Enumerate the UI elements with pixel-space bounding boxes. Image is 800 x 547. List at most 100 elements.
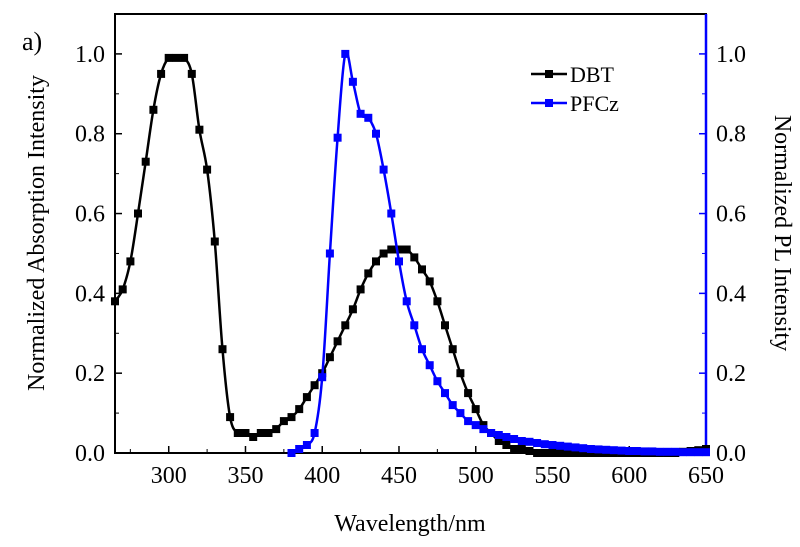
- data-point-dbt: [494, 437, 503, 445]
- data-point-pfcz: [333, 133, 342, 142]
- data-point-pfcz: [571, 443, 580, 452]
- data-point-dbt: [141, 157, 150, 166]
- data-point-pfcz: [433, 377, 442, 386]
- data-point-dbt: [187, 69, 196, 78]
- data-point-dbt: [471, 405, 480, 414]
- data-point-dbt: [372, 257, 380, 266]
- x-tick-label: 550: [534, 463, 570, 489]
- y-tick-label-right: 0.2: [716, 361, 746, 387]
- data-point-dbt: [249, 433, 258, 441]
- data-point-pfcz: [341, 49, 350, 58]
- data-point-dbt: [134, 209, 142, 218]
- data-point-dbt: [433, 297, 442, 306]
- data-point-pfcz: [456, 409, 465, 418]
- y-tick-label-right: 0.6: [716, 202, 746, 228]
- data-point-pfcz: [487, 429, 496, 437]
- data-point-pfcz: [625, 447, 634, 455]
- x-tick-label: 450: [381, 463, 417, 489]
- data-point-dbt: [517, 445, 526, 453]
- data-point-dbt: [571, 449, 580, 457]
- data-point-dbt: [256, 429, 265, 437]
- panel-label: a): [22, 27, 42, 56]
- data-point-dbt: [410, 253, 419, 262]
- data-point-pfcz: [441, 389, 449, 398]
- data-point-dbt: [341, 321, 350, 330]
- data-point-pfcz: [348, 77, 357, 86]
- data-point-dbt: [356, 285, 365, 294]
- legend-label-dbt: DBT: [570, 62, 615, 87]
- series-line-pfcz: [290, 50, 706, 455]
- data-point-pfcz: [640, 447, 649, 456]
- data-point-pfcz: [471, 421, 480, 430]
- data-point-pfcz: [694, 448, 703, 457]
- x-tick-label: 500: [458, 463, 494, 489]
- data-point-dbt: [364, 269, 373, 278]
- data-point-dbt: [502, 441, 511, 449]
- data-point-dbt: [195, 125, 204, 134]
- data-point-pfcz: [525, 437, 534, 446]
- data-point-dbt: [172, 53, 181, 62]
- data-point-dbt: [395, 245, 403, 254]
- data-point-dbt: [540, 449, 549, 457]
- data-point-dbt: [287, 413, 296, 422]
- legend-entry-pfcz: PFCz: [531, 91, 619, 116]
- data-point-dbt: [548, 449, 557, 457]
- data-point-dbt: [441, 321, 449, 330]
- data-point-dbt: [563, 449, 572, 457]
- data-point-dbt: [456, 369, 465, 378]
- data-point-dbt: [333, 337, 342, 346]
- data-point-pfcz: [295, 445, 304, 453]
- legend-label-pfcz: PFCz: [570, 91, 619, 116]
- data-point-pfcz: [517, 437, 526, 445]
- data-point-pfcz: [418, 345, 426, 354]
- data-point-pfcz: [579, 444, 588, 453]
- data-point-dbt: [579, 449, 588, 457]
- data-point-dbt: [180, 53, 189, 62]
- data-point-pfcz: [387, 209, 396, 218]
- data-point-pfcz: [494, 431, 503, 439]
- legend-marker-dbt: [545, 70, 553, 78]
- data-point-dbt: [402, 245, 411, 254]
- data-point-dbt: [233, 429, 242, 437]
- data-point-dbt: [556, 449, 565, 457]
- data-point-pfcz: [464, 417, 473, 426]
- data-point-pfcz: [632, 447, 641, 455]
- data-point-pfcz: [556, 441, 565, 450]
- data-point-dbt: [310, 381, 319, 390]
- data-point-pfcz: [310, 429, 319, 437]
- y-tick-label-left: 0.0: [75, 441, 105, 467]
- series-layer: [111, 49, 710, 457]
- data-point-pfcz: [655, 447, 664, 456]
- data-point-pfcz: [540, 440, 549, 449]
- data-point-dbt: [210, 237, 219, 246]
- data-point-dbt: [348, 305, 357, 314]
- data-point-pfcz: [402, 297, 411, 306]
- series-dbt: [111, 53, 710, 457]
- data-point-pfcz: [372, 129, 380, 138]
- y-axis-title-right: Normalized PL Intensity: [769, 115, 795, 351]
- y-tick-label-left: 0.2: [75, 361, 105, 387]
- data-point-dbt: [325, 353, 334, 362]
- data-point-dbt: [387, 245, 396, 254]
- data-point-pfcz: [448, 401, 457, 410]
- data-point-pfcz: [563, 442, 572, 451]
- data-point-pfcz: [410, 321, 419, 330]
- data-point-dbt: [510, 445, 519, 453]
- data-point-dbt: [157, 69, 166, 78]
- data-point-pfcz: [302, 441, 311, 449]
- data-point-dbt: [448, 345, 457, 354]
- data-point-pfcz: [364, 113, 373, 122]
- y-tick-label-right: 0.0: [716, 441, 746, 467]
- data-point-dbt: [149, 105, 158, 114]
- legend-marker-pfcz: [545, 99, 553, 107]
- data-point-pfcz: [648, 447, 657, 456]
- x-axis-title: Wavelength/nm: [334, 511, 486, 537]
- data-point-pfcz: [533, 439, 542, 447]
- data-point-dbt: [302, 393, 311, 402]
- data-point-pfcz: [602, 445, 611, 454]
- legend-entry-dbt: DBT: [531, 62, 615, 87]
- data-point-pfcz: [379, 165, 388, 174]
- data-point-pfcz: [548, 441, 557, 449]
- data-point-pfcz: [479, 425, 488, 434]
